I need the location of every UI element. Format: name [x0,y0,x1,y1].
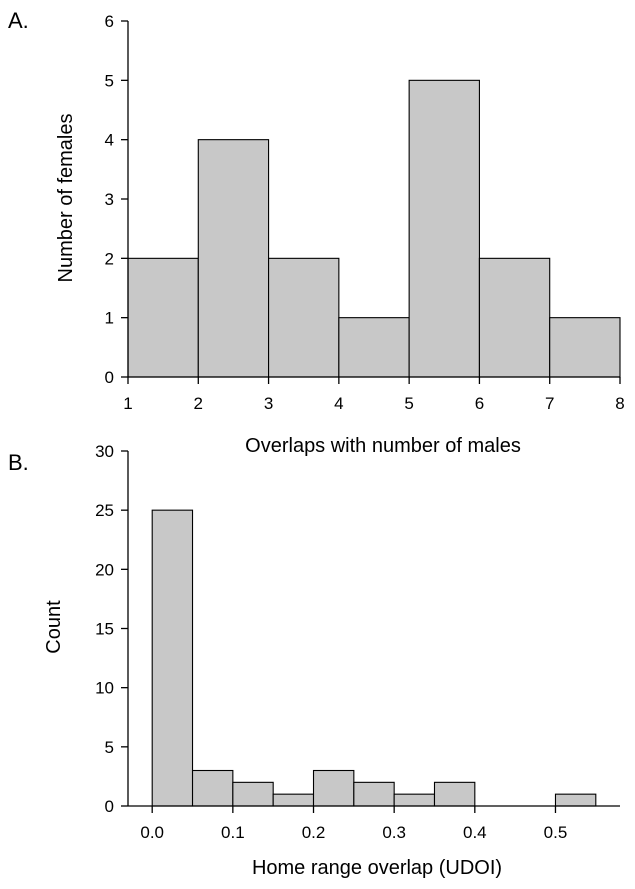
panel-a-bar-7 [549,317,621,378]
panel-b-bar-4 [272,793,315,807]
panel-b-x-tick-label: 0.2 [302,823,326,842]
panel-b-bar-8 [433,781,476,807]
panel-a-x-tick-label: 8 [615,394,624,413]
panel-a-y-tick-label: 0 [105,368,114,387]
panel-a-x-tick-label: 7 [545,394,554,413]
panel-a-y-tick-label: 1 [105,309,114,328]
panel-a-y-tick-label: 4 [105,131,114,150]
panel-a-x-tick-label: 2 [194,394,203,413]
panel-b-x-tick-label: 0.0 [140,823,164,842]
panel-b-x-tick-label: 0.1 [221,823,245,842]
panel-b-bar-2 [191,769,234,807]
panel-b-bar-3 [232,781,274,807]
panel-a-bar-3 [268,257,340,378]
panel-b-y-axis-title: Count [43,600,65,654]
panel-a-bars [127,79,621,378]
panel-a-y-tick-label: 2 [105,249,114,268]
panel-a-x-axis-title: Overlaps with number of males [245,435,521,457]
panel-b-y-tick-label: 0 [105,797,114,816]
panel-a-x-tick-label: 4 [334,394,343,413]
panel-b-y-tick-label: 15 [95,620,114,639]
panel-a-x-tick-label: 1 [123,394,132,413]
panel-b-y-tick-label: 20 [95,560,114,579]
panel-b-udoi-histogram: B. Count Home range overlap (UDOI) 0 5 10 1… [8,442,620,879]
panel-b-bar-6 [353,781,395,807]
panel-a-bar-5 [408,79,480,378]
panel-a-bar-6 [478,257,551,378]
panel-b-bar-1 [151,509,194,807]
panel-a-x-tick-label: 3 [264,394,273,413]
panel-b-bar-7 [393,793,436,807]
panel-b-x-axis-title: Home range overlap (UDOI) [252,857,502,879]
panel-a-y-tick-label: 5 [105,71,114,90]
panel-b-x-tick-label: 0.5 [544,823,568,842]
panel-b-y-tick-label: 30 [95,442,114,461]
panel-b-y-tick-label: 5 [105,738,114,757]
panel-b-bars [151,509,597,807]
panel-a-overlap-histogram: A. Number of females Overlaps with numbe… [8,8,625,457]
panel-b-y-tick-label: 25 [95,501,114,520]
panel-b-label: B. [8,450,29,475]
panel-a-x-tick-label: 5 [404,394,413,413]
panel-a-y-tick-label: 6 [105,12,114,31]
panel-b-bar-9 [554,793,597,807]
panel-a-label: A. [8,8,29,33]
panel-a-bar-1 [127,257,199,378]
panel-b-axes: 0 5 10 15 20 25 30 0.0 0.1 0.2 0.3 0.4 0.5 [95,442,620,842]
panel-a-bar-4 [338,317,410,378]
panel-a-y-tick-label: 3 [105,190,114,209]
panel-b-x-tick-label: 0.3 [382,823,406,842]
panel-b-bar-5 [312,769,355,807]
panel-b-x-tick-label: 0.4 [463,823,487,842]
panel-a-bar-2 [197,139,270,378]
panel-a-x-tick-label: 6 [475,394,484,413]
panel-b-y-tick-label: 10 [95,679,114,698]
panel-a-y-axis-title: Number of females [55,114,77,283]
